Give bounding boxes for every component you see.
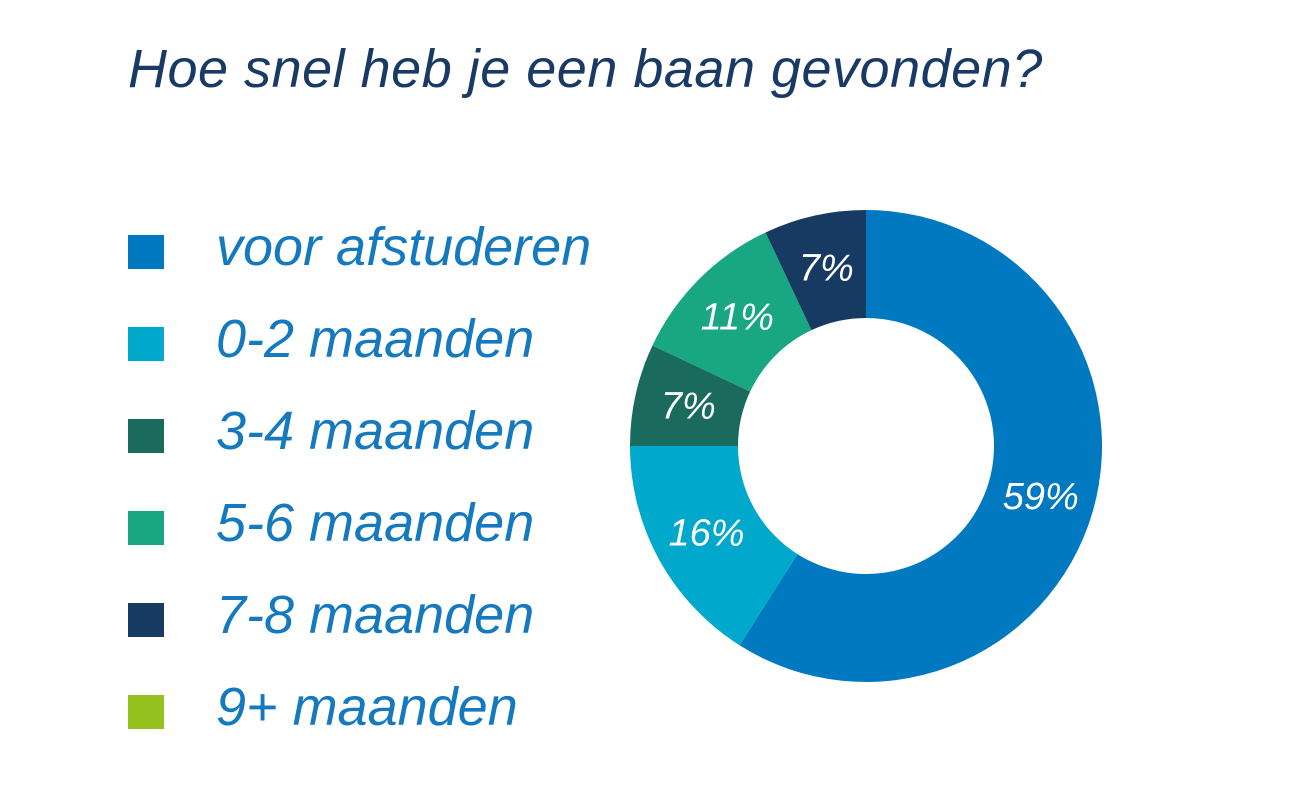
- legend-item-3-4-maanden: 3-4 maanden: [128, 394, 648, 474]
- legend-label: 5-6 maanden: [216, 493, 535, 553]
- legend-item-7-8-maanden: 7-8 maanden: [128, 578, 648, 658]
- slice-label-4: 7%: [799, 247, 854, 289]
- legend-label: 7-8 maanden: [216, 585, 535, 645]
- slice-label-1: 16%: [668, 513, 744, 555]
- donut-hole: [738, 318, 994, 574]
- donut-slice-3: [652, 232, 812, 392]
- legend-swatch: [128, 695, 164, 729]
- slice-label-0: 59%: [1003, 476, 1079, 518]
- slice-label-3: 11%: [701, 296, 774, 338]
- legend-item-9-plus-maanden: 9+ maanden: [128, 670, 648, 750]
- legend-swatch: [128, 235, 164, 269]
- legend-item-5-6-maanden: 5-6 maanden: [128, 486, 648, 566]
- legend-swatch: [128, 327, 164, 361]
- legend-item-voor-afstuderen: voor afstuderen: [128, 210, 648, 290]
- legend-swatch: [128, 603, 164, 637]
- legend-label: 9+ maanden: [216, 677, 518, 737]
- slice-label-2: 7%: [661, 385, 716, 427]
- legend-label: 3-4 maanden: [216, 401, 535, 461]
- donut-slice-0: [739, 210, 1102, 682]
- donut-slice-2: [630, 345, 751, 446]
- legend-item-0-2-maanden: 0-2 maanden: [128, 302, 648, 382]
- donut-chart: 59% 16% 7% 11% 7%: [630, 210, 1102, 682]
- donut-slice-4: [765, 210, 866, 331]
- legend-swatch: [128, 511, 164, 545]
- donut-slice-1: [630, 446, 798, 646]
- chart-title: Hoe snel heb je een baan gevonden?: [128, 39, 1043, 99]
- legend-label: voor afstuderen: [216, 217, 592, 277]
- legend-label: 0-2 maanden: [216, 309, 535, 369]
- legend-swatch: [128, 419, 164, 453]
